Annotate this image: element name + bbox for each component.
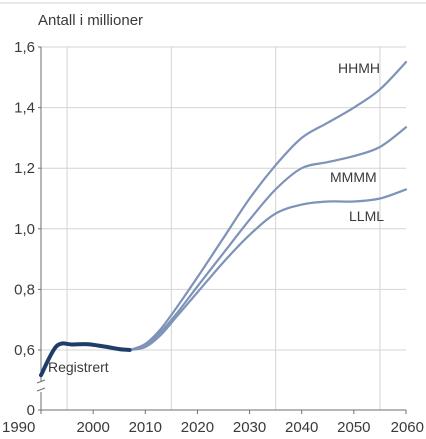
series-line-hhmh (128, 61, 408, 352)
y-tick-label: 0,6 (14, 342, 35, 359)
x-tick-label: 2020 (181, 419, 214, 436)
series-label-registrert: Registrert (48, 359, 109, 375)
axis-break-mark (36, 379, 46, 384)
x-tick-label: 2040 (285, 419, 318, 436)
series-line-mmmm (128, 126, 408, 352)
x-tick-label: 2010 (129, 419, 162, 436)
series-label-llml: LLML (349, 208, 384, 224)
y-tick-label: 1,4 (14, 100, 35, 117)
x-tick-label: 1990 (2, 419, 35, 436)
x-tick-label: 2000 (76, 419, 109, 436)
y-tick-label: 1,2 (14, 160, 35, 177)
y-tick-label: 1,6 (14, 39, 35, 56)
chart-title: Antall i millioner (38, 12, 143, 29)
x-tick-label: 2050 (337, 419, 370, 436)
y-tick-label: 1,0 (14, 221, 35, 238)
axis-break-mark (36, 387, 46, 392)
y-tick-label: 0,8 (14, 281, 35, 298)
x-tick-label: 2030 (233, 419, 266, 436)
x-tick-label: 2060 (391, 419, 424, 436)
series-label-mmmm: MMMM (330, 169, 377, 185)
series-line-llml (128, 188, 408, 352)
y-tick-label: 0 (27, 402, 35, 419)
series-label-hhmh: HHMH (338, 60, 380, 76)
series-line-registrert (39, 341, 132, 378)
